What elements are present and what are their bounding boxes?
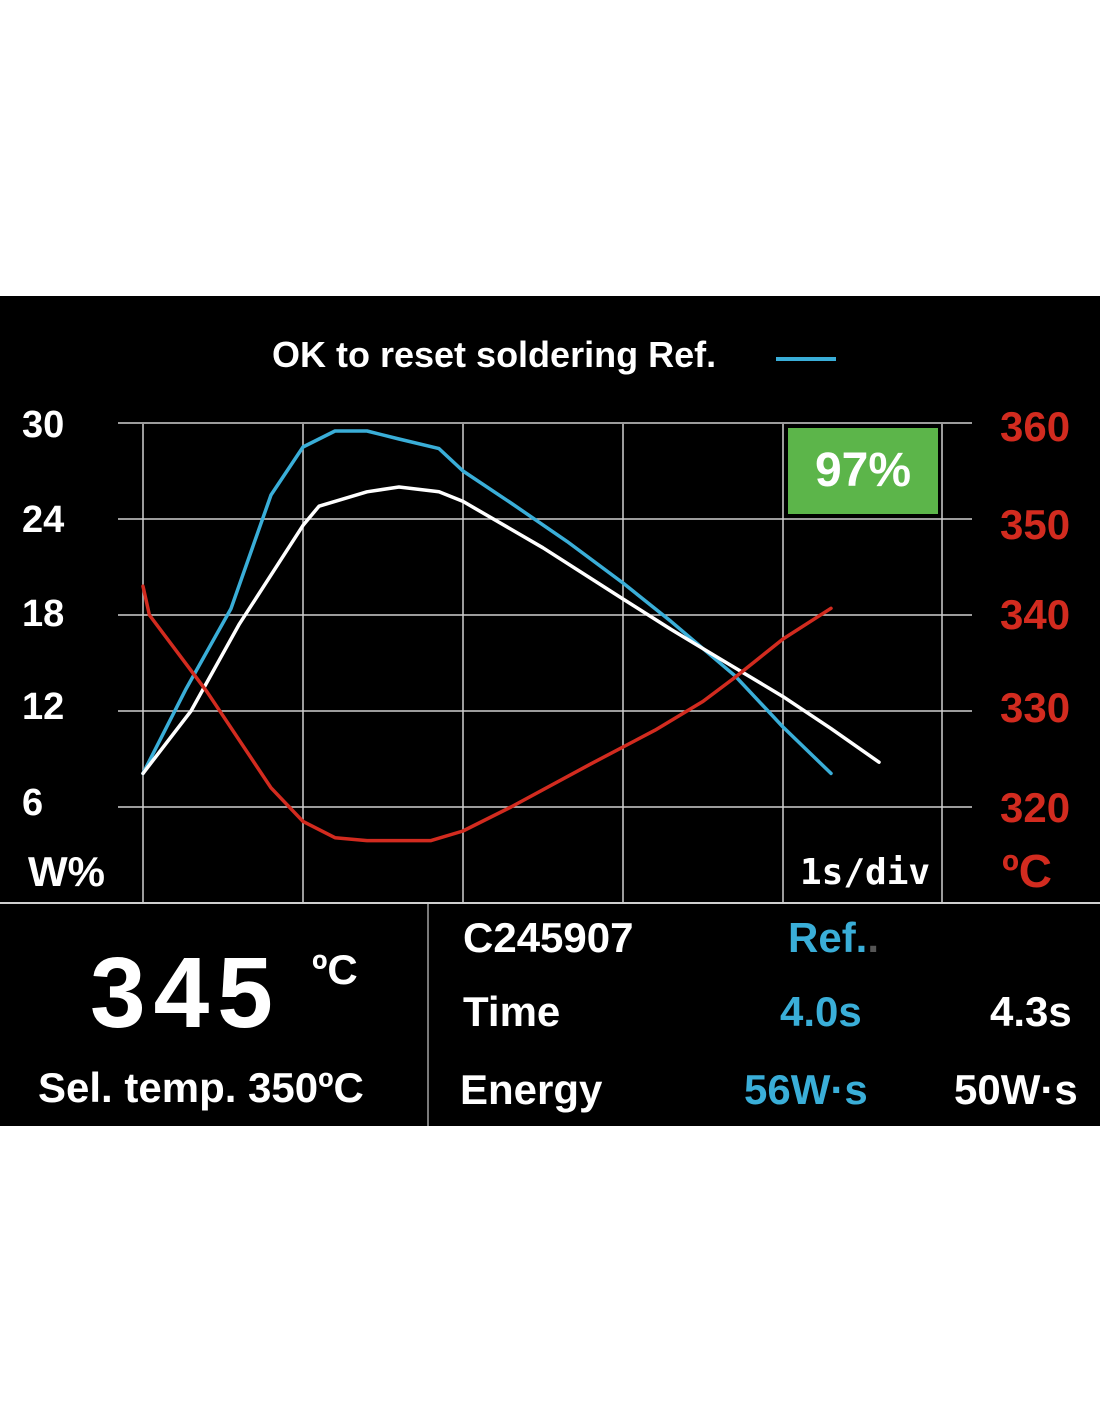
time-current-value: 4.3s	[990, 988, 1072, 1035]
time-ref-value: 4.0s	[780, 988, 862, 1035]
selected-temperature: Sel. temp. 350ºC	[38, 1064, 364, 1111]
temperature-curve	[141, 584, 833, 843]
energy-label: Energy	[460, 1066, 603, 1113]
left-axis-unit: W%	[28, 848, 105, 895]
right-axis-tick: 330	[1000, 684, 1071, 731]
time-scale-label: 1s/div	[800, 852, 931, 893]
chart-plot	[118, 422, 972, 902]
right-axis-tick: 320	[1000, 784, 1071, 831]
cartridge-id: C245907	[463, 914, 634, 961]
match-percent-badge: 97%	[788, 428, 938, 514]
panel-divider-horizontal	[0, 902, 1100, 904]
legend-reference-swatch	[776, 357, 836, 361]
station-screen: OK to reset soldering Ref. 30 24 18 12 6…	[0, 296, 1100, 1126]
right-axis-tick: 340	[1000, 591, 1071, 638]
left-axis-tick: 24	[22, 499, 65, 541]
actual-temperature: 345	[90, 937, 281, 1049]
right-axis-unit: ºC	[1002, 845, 1053, 897]
energy-current-value: 50W·s	[954, 1066, 1078, 1113]
left-axis-tick: 18	[22, 593, 65, 635]
legend-label: OK to reset soldering Ref.	[272, 334, 717, 375]
left-axis-tick: 6	[22, 782, 44, 824]
current-power-curve	[141, 485, 881, 776]
panel-divider-vertical	[427, 904, 429, 1126]
right-axis-tick: 360	[1000, 403, 1071, 450]
actual-temperature-unit: ºC	[312, 946, 358, 993]
ref-column-header: Ref..	[788, 914, 880, 961]
energy-ref-value: 56W·s	[744, 1066, 868, 1113]
right-axis-tick: 350	[1000, 501, 1071, 548]
left-axis-tick: 30	[22, 404, 65, 446]
ref-header-dot: .	[867, 914, 880, 961]
left-axis-tick: 12	[22, 686, 65, 728]
reference-power-curve	[141, 429, 833, 776]
time-label: Time	[463, 988, 561, 1035]
